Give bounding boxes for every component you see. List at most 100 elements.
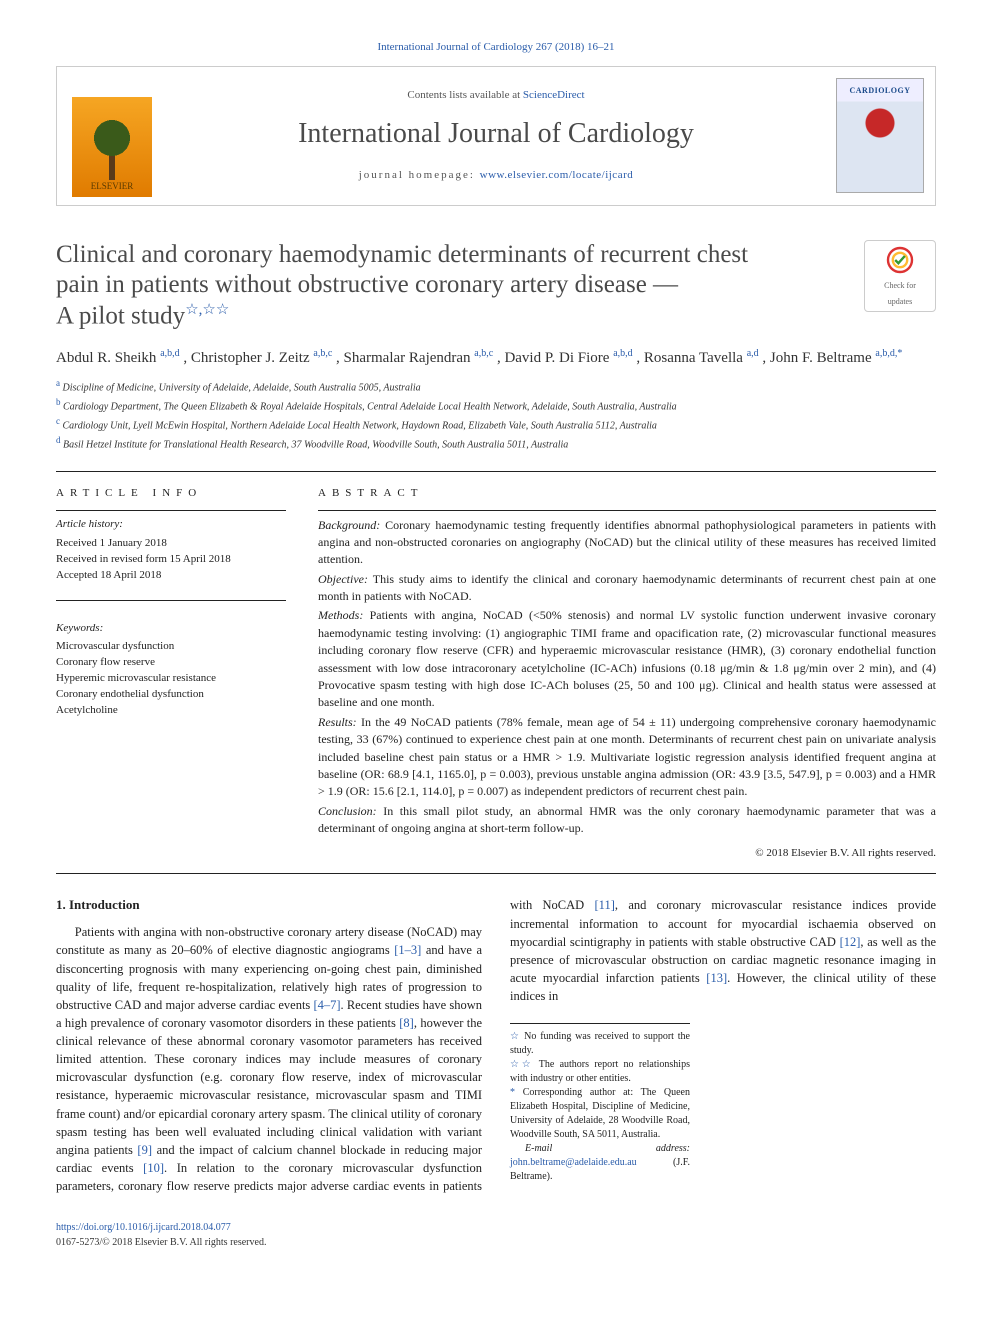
keyword: Microvascular dysfunction [56, 639, 286, 655]
keyword: Acetylcholine [56, 703, 286, 719]
masthead-center: Contents lists available at ScienceDirec… [167, 76, 825, 196]
abs-label: Methods: [318, 608, 370, 622]
contents-prefix: Contents lists available at [407, 89, 522, 101]
running-citation: International Journal of Cardiology 267 … [56, 40, 936, 56]
ref-link[interactable]: [4–7] [313, 998, 340, 1012]
email-label: E-mail address: [525, 1143, 690, 1154]
aff-text: Cardiology Unit, Lyell McEwin Hospital, … [60, 420, 657, 431]
ref-link[interactable]: [8] [399, 1016, 414, 1030]
aff-text: Basil Hetzel Institute for Translational… [61, 439, 569, 450]
affiliation: c Cardiology Unit, Lyell McEwin Hospital… [56, 415, 936, 434]
ref-link[interactable]: [11] [595, 898, 615, 912]
contents-available-line: Contents lists available at ScienceDirec… [175, 88, 817, 104]
ref-link[interactable]: [10] [143, 1161, 164, 1175]
ref-link[interactable]: [9] [137, 1143, 152, 1157]
abstract-background: Background: Coronary haemodynamic testin… [318, 517, 936, 569]
affiliation: d Basil Hetzel Institute for Translation… [56, 434, 936, 453]
publisher-logo-area: ELSEVIER [57, 67, 167, 205]
abs-label: Results: [318, 715, 361, 729]
author: , Sharmalar Rajendran a,b,c [336, 350, 493, 366]
journal-name: International Journal of Cardiology [175, 114, 817, 155]
history-accepted: Accepted 18 April 2018 [56, 568, 286, 584]
crossmark-icon [884, 244, 916, 276]
footnotes: ☆ No funding was received to support the… [510, 1023, 690, 1184]
ref-link[interactable]: [13] [706, 971, 727, 985]
abstract-results: Results: In the 49 NoCAD patients (78% f… [318, 714, 936, 801]
title-line-3: A pilot study [56, 302, 185, 329]
author-aff: a,b,c [474, 348, 493, 359]
abs-text: Coronary haemodynamic testing frequently… [318, 518, 936, 567]
keyword: Coronary endothelial dysfunction [56, 687, 286, 703]
author-aff: a,b,c [313, 348, 332, 359]
author-name: , John F. Beltrame [762, 350, 875, 366]
elsevier-tree-icon [87, 120, 137, 180]
publisher-name: ELSEVIER [91, 180, 134, 193]
abs-text: Patients with angina, NoCAD (<50% stenos… [318, 608, 936, 709]
abstract-conclusion: Conclusion: In this small pilot study, a… [318, 803, 936, 838]
ref-link[interactable]: [1–3] [394, 943, 421, 957]
author-name: , Sharmalar Rajendran [336, 350, 474, 366]
intro-heading: 1. Introduction [56, 896, 482, 915]
journal-cover-thumbnail: CARDIOLOGY [836, 78, 924, 193]
keywords-label: Keywords: [56, 621, 286, 637]
author: Abdul R. Sheikh a,b,d [56, 350, 180, 366]
history-label: Article history: [56, 517, 286, 533]
journal-cover-area: CARDIOLOGY [825, 67, 935, 205]
sciencedirect-link[interactable]: ScienceDirect [523, 89, 585, 101]
keyword: Hyperemic microvascular resistance [56, 671, 286, 687]
cover-title: CARDIOLOGY [849, 85, 910, 97]
title-footnote-mark-1: ☆ [185, 302, 198, 318]
author-aff: a,b,d,* [875, 348, 902, 359]
crossmark-label-2: updates [888, 296, 912, 308]
footnote-text: No funding was received to support the s… [510, 1031, 690, 1056]
abstract-column: abstract Background: Coronary haemodynam… [318, 486, 936, 862]
section-rule [56, 471, 936, 472]
elsevier-logo: ELSEVIER [72, 97, 152, 197]
ref-link[interactable]: [12] [840, 935, 861, 949]
body-text: 1. Introduction Patients with angina wit… [56, 896, 936, 1195]
affiliation: b Cardiology Department, The Queen Eliza… [56, 396, 936, 415]
author-aff: a,b,d [160, 348, 179, 359]
intro-para-1: Patients with angina with non-obstructiv… [56, 896, 936, 1195]
author-name: Abdul R. Sheikh [56, 350, 160, 366]
abstract-methods: Methods: Patients with angina, NoCAD (<5… [318, 607, 936, 711]
homepage-line: journal homepage: www.elsevier.com/locat… [175, 168, 817, 184]
title-footnote-mark-2b: ☆☆ [202, 302, 229, 318]
history-received: Received 1 January 2018 [56, 536, 286, 552]
affiliation-list: a Discipline of Medicine, University of … [56, 377, 936, 452]
citation-link[interactable]: International Journal of Cardiology 267 … [377, 41, 614, 53]
abstract-objective: Objective: This study aims to identify t… [318, 571, 936, 606]
author: , John F. Beltrame a,b,d,* [762, 350, 902, 366]
footnote-email: E-mail address: john.beltrame@adelaide.e… [510, 1142, 690, 1184]
footnote-text: Corresponding author at: The Queen Eliza… [510, 1087, 690, 1140]
footnote-funding: ☆ No funding was received to support the… [510, 1030, 690, 1058]
title-line-1: Clinical and coronary haemodynamic deter… [56, 241, 748, 268]
info-rule [56, 510, 286, 511]
doi-link[interactable]: https://doi.org/10.1016/j.ijcard.2018.04… [56, 1222, 231, 1233]
homepage-prefix: journal homepage: [359, 169, 480, 181]
aff-text: Discipline of Medicine, University of Ad… [60, 383, 421, 394]
abs-text: This study aims to identify the clinical… [318, 572, 936, 603]
author-name: , Christopher J. Zeitz [183, 350, 313, 366]
author: , Christopher J. Zeitz a,b,c [183, 350, 332, 366]
corresponding-email-link[interactable]: john.beltrame@adelaide.edu.au [510, 1157, 637, 1168]
abs-label: Conclusion: [318, 804, 383, 818]
homepage-link[interactable]: www.elsevier.com/locate/ijcard [480, 169, 634, 181]
author: , David P. Di Fiore a,b,d [497, 350, 633, 366]
kw-rule [56, 600, 286, 601]
footnote-text: The authors report no relationships with… [510, 1059, 690, 1084]
journal-masthead: ELSEVIER Contents lists available at Sci… [56, 66, 936, 206]
article-info-column: article info Article history: Received 1… [56, 486, 286, 862]
footnote-coi: ☆☆ The authors report no relationships w… [510, 1058, 690, 1086]
abs-rule [318, 510, 936, 511]
abs-text: In this small pilot study, an abnormal H… [318, 804, 936, 835]
footnote-corresponding: * Corresponding author at: The Queen Eli… [510, 1086, 690, 1142]
body-span: vasomotor parameters has received limite… [56, 1034, 482, 1157]
author-name: , David P. Di Fiore [497, 350, 613, 366]
abs-label: Background: [318, 518, 385, 532]
history-revised: Received in revised form 15 April 2018 [56, 552, 286, 568]
crossmark-badge[interactable]: Check for updates [864, 240, 936, 312]
footnote-mark: ☆ [510, 1031, 520, 1042]
author-list: Abdul R. Sheikh a,b,d , Christopher J. Z… [56, 346, 936, 370]
keyword: Coronary flow reserve [56, 655, 286, 671]
